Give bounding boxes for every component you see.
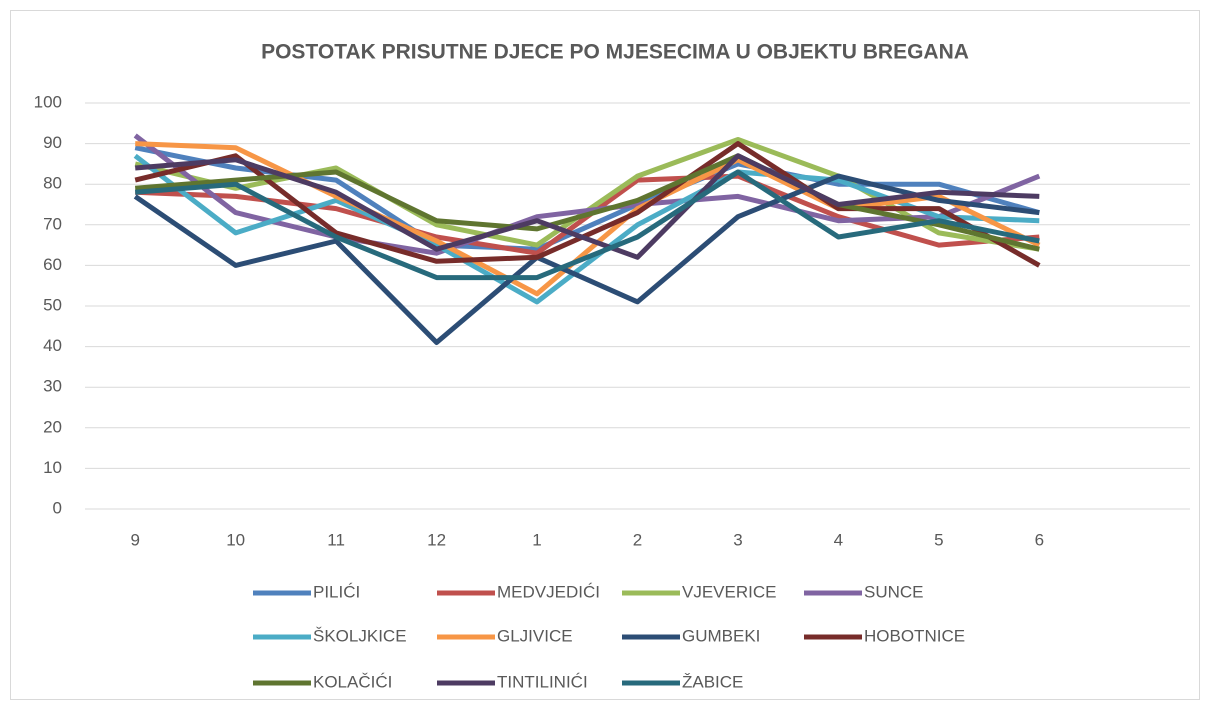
- y-tick-label: 20: [43, 417, 62, 436]
- legend-label: SUNCE: [864, 582, 924, 601]
- y-tick-label: 60: [43, 255, 62, 274]
- legend-label: PILIĆI: [313, 582, 360, 601]
- y-tick-label: 80: [43, 174, 62, 193]
- series-line: [133, 173, 1040, 345]
- y-tick-label: 30: [43, 377, 62, 396]
- y-tick-label: 40: [43, 336, 62, 355]
- x-tick-label: 11: [327, 530, 345, 549]
- legend-label: GUMBEKI: [682, 626, 760, 645]
- x-tick-label: 6: [1035, 530, 1044, 549]
- x-tick-label: 12: [427, 530, 446, 549]
- y-tick-label: 100: [34, 92, 62, 111]
- x-tick-label: 9: [130, 530, 139, 549]
- y-tick-label: 50: [43, 295, 62, 314]
- x-tick-label: 10: [226, 530, 245, 549]
- x-tick-label: 1: [532, 530, 541, 549]
- legend-label: VJEVERICE: [682, 582, 776, 601]
- y-tick-label: 10: [43, 458, 62, 477]
- chart-border: [10, 10, 1200, 700]
- legend-label: GLJIVICE: [497, 626, 573, 645]
- chart-title: POSTOTAK PRISUTNE DJECE PO MJESECIMA U O…: [261, 41, 969, 64]
- legend-label: TINTILINIĆI: [497, 672, 588, 691]
- legend-label: ŽABICE: [682, 672, 743, 691]
- x-tick-label: 3: [733, 530, 742, 549]
- y-tick-label: 90: [43, 133, 62, 152]
- legend-label: MEDVJEDIĆI: [497, 582, 600, 601]
- x-tick-label: 4: [834, 530, 843, 549]
- series-line: [135, 141, 1041, 297]
- y-tick-label: 70: [43, 214, 62, 233]
- legend-label: ŠKOLJKICE: [313, 626, 407, 645]
- x-tick-label: 2: [633, 530, 642, 549]
- series-line: [134, 153, 1040, 260]
- legend-label: KOLAČIĆI: [313, 672, 392, 691]
- series-line: [134, 169, 1040, 281]
- series-line: [133, 133, 1041, 256]
- y-tick-label: 0: [53, 498, 62, 517]
- series-line: [134, 141, 1041, 268]
- legend-label: HOBOTNICE: [864, 626, 965, 645]
- x-tick-label: 5: [934, 530, 943, 549]
